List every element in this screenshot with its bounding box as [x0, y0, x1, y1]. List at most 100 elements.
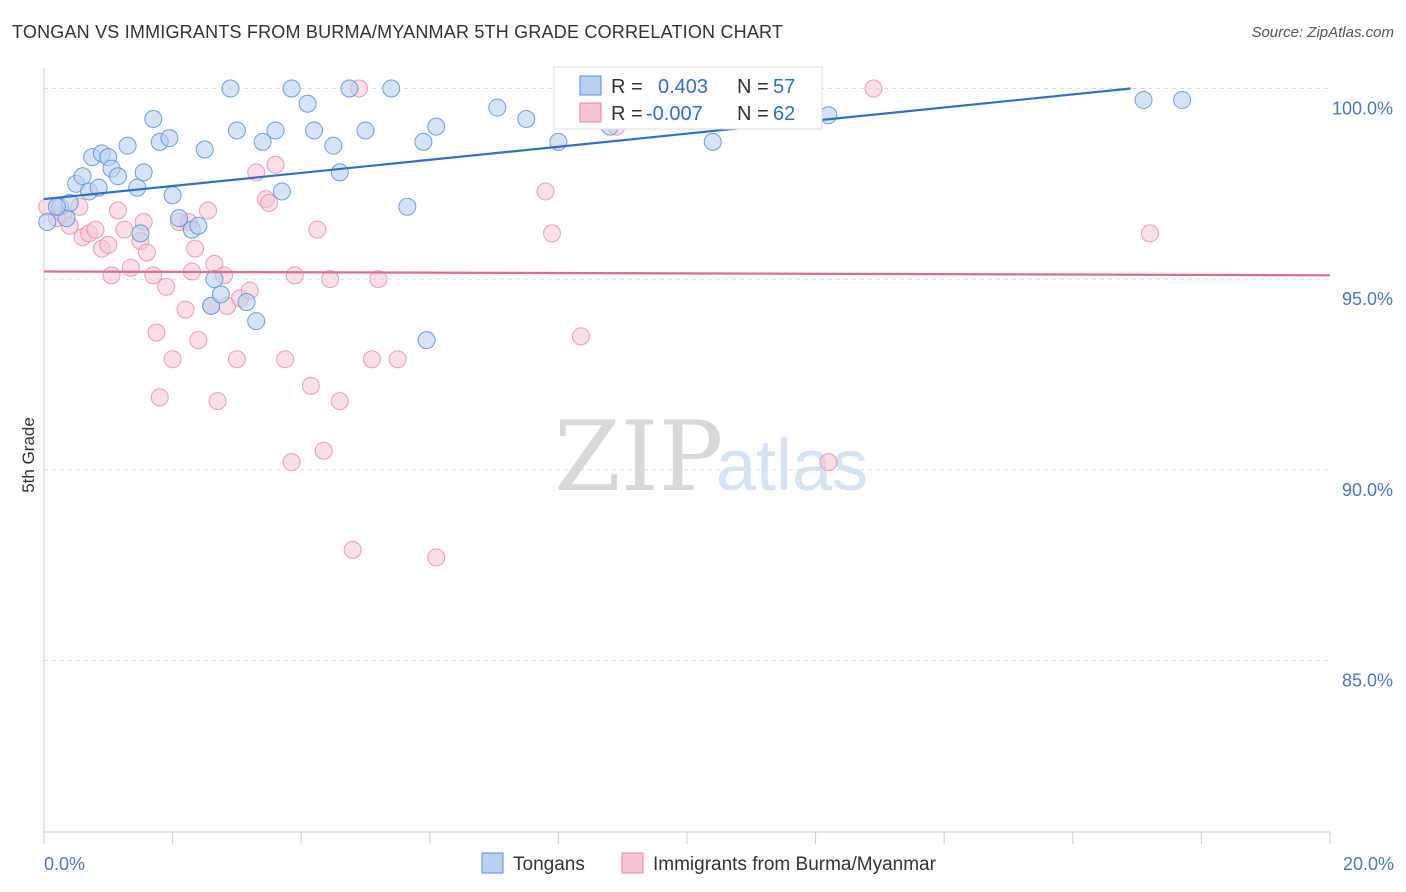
point-burma-46	[314, 441, 333, 460]
point-tongan-13	[118, 136, 137, 155]
legend-top: R = 0.403 N = 57 R = -0.007 N = 62	[553, 66, 823, 130]
legend-r-label-blue: R =	[611, 76, 643, 98]
point-tongan-46	[517, 110, 536, 129]
point-burma-12	[115, 220, 134, 239]
point-burma-54	[427, 548, 446, 567]
point-burma-13	[121, 258, 140, 277]
point-tongan-35	[305, 121, 324, 140]
point-burma-56	[542, 224, 561, 243]
point-tongan-28	[237, 293, 256, 312]
point-tongan-36	[324, 136, 343, 155]
point-tongan-18	[160, 129, 179, 148]
point-tongan-8	[89, 178, 108, 197]
point-tongan-25	[205, 270, 224, 289]
point-tongan-32	[272, 182, 291, 201]
axes	[43, 68, 1331, 844]
point-tongan-30	[253, 132, 272, 151]
y-axis-title: 5th Grade	[19, 417, 38, 493]
point-burma-19	[150, 388, 169, 407]
point-burma-59	[819, 453, 838, 472]
y-tick-label-3: 85.0%	[1342, 670, 1393, 690]
point-tongan-20	[170, 209, 189, 228]
point-burma-26	[186, 239, 205, 258]
point-burma-40	[266, 155, 285, 174]
point-tongan-55	[221, 79, 240, 98]
point-tongan-5	[73, 167, 92, 186]
chart-title: TONGAN VS IMMIGRANTS FROM BURMA/MYANMAR …	[12, 22, 784, 42]
trend-line-tongans	[43, 87, 1131, 201]
point-tongan-43	[417, 331, 436, 350]
point-tongan-14	[128, 178, 147, 197]
legend-swatch-pink	[579, 102, 602, 123]
grid-lines	[44, 88, 1330, 661]
point-burma-10	[102, 266, 121, 285]
point-burma-57	[571, 327, 590, 346]
point-burma-43	[285, 266, 304, 285]
point-burma-20	[157, 277, 176, 296]
watermark-zip: ZIP	[554, 401, 723, 513]
legend-bottom: Tongans Immigrants from Burma/Myanmar	[481, 852, 937, 875]
trend-line-burma	[43, 270, 1331, 277]
point-burma-52	[369, 270, 388, 289]
point-burma-48	[330, 392, 349, 411]
legend-bottom-label-burma: Immigrants from Burma/Myanmar	[653, 854, 937, 875]
point-tongan-16	[144, 110, 163, 129]
point-tongan-54	[131, 224, 150, 243]
point-tongan-38	[340, 79, 359, 98]
watermark: ZIP atlas	[554, 401, 868, 513]
point-tongan-15	[134, 163, 153, 182]
watermark-atlas: atlas	[716, 426, 868, 506]
point-tongan-51	[819, 106, 838, 125]
point-burma-61	[1140, 224, 1159, 243]
point-tongan-27	[227, 121, 246, 140]
point-burma-53	[388, 350, 407, 369]
legend-n-label-pink: N =	[737, 103, 769, 125]
point-burma-60	[864, 79, 883, 98]
trend-lines	[43, 87, 1331, 277]
point-tongan-49	[703, 132, 722, 151]
legend-swatch-blue	[579, 75, 602, 96]
point-burma-44	[301, 376, 320, 395]
point-tongan-29	[247, 312, 266, 331]
point-burma-49	[343, 540, 362, 559]
series-blue-points	[38, 79, 1192, 350]
point-tongan-34	[298, 94, 317, 113]
point-tongan-41	[398, 197, 417, 216]
legend-bottom-swatch-blue	[481, 852, 504, 874]
point-tongan-31	[266, 121, 285, 140]
point-tongan-52	[1173, 90, 1192, 109]
point-burma-55	[536, 182, 555, 201]
point-burma-42	[282, 453, 301, 472]
y-tick-labels: 100.0% 95.0% 90.0% 85.0%	[1332, 99, 1393, 691]
point-tongan-40	[382, 79, 401, 98]
x-tick-label-1: 20.0%	[1343, 854, 1394, 874]
point-tongan-42	[414, 132, 433, 151]
point-burma-28	[198, 201, 217, 220]
point-tongan-56	[47, 197, 66, 216]
x-tick-labels: 0.0% 20.0%	[44, 854, 1394, 874]
point-tongan-22	[189, 216, 208, 235]
legend-r-value-blue: 0.403	[658, 76, 708, 98]
point-burma-45	[308, 220, 327, 239]
point-burma-27	[189, 331, 208, 350]
point-burma-16	[137, 243, 156, 262]
source-credit: Source: ZipAtlas.com	[1251, 24, 1394, 41]
point-tongan-45	[488, 98, 507, 117]
point-burma-7	[86, 220, 105, 239]
legend-r-label-pink: R =	[611, 103, 643, 125]
point-tongan-26	[211, 285, 230, 304]
legend-bottom-swatch-pink	[621, 852, 644, 874]
point-tongan-37	[330, 163, 349, 182]
point-burma-34	[227, 350, 246, 369]
point-burma-31	[208, 392, 227, 411]
point-burma-39	[260, 193, 279, 212]
point-burma-9	[99, 235, 118, 254]
point-burma-51	[362, 350, 381, 369]
legend-n-value-pink: 62	[773, 103, 795, 125]
point-tongan-53	[1134, 90, 1153, 109]
point-burma-11	[108, 201, 127, 220]
point-tongan-12	[108, 167, 127, 186]
legend-n-value-blue: 57	[773, 76, 795, 98]
point-tongan-19	[163, 186, 182, 205]
